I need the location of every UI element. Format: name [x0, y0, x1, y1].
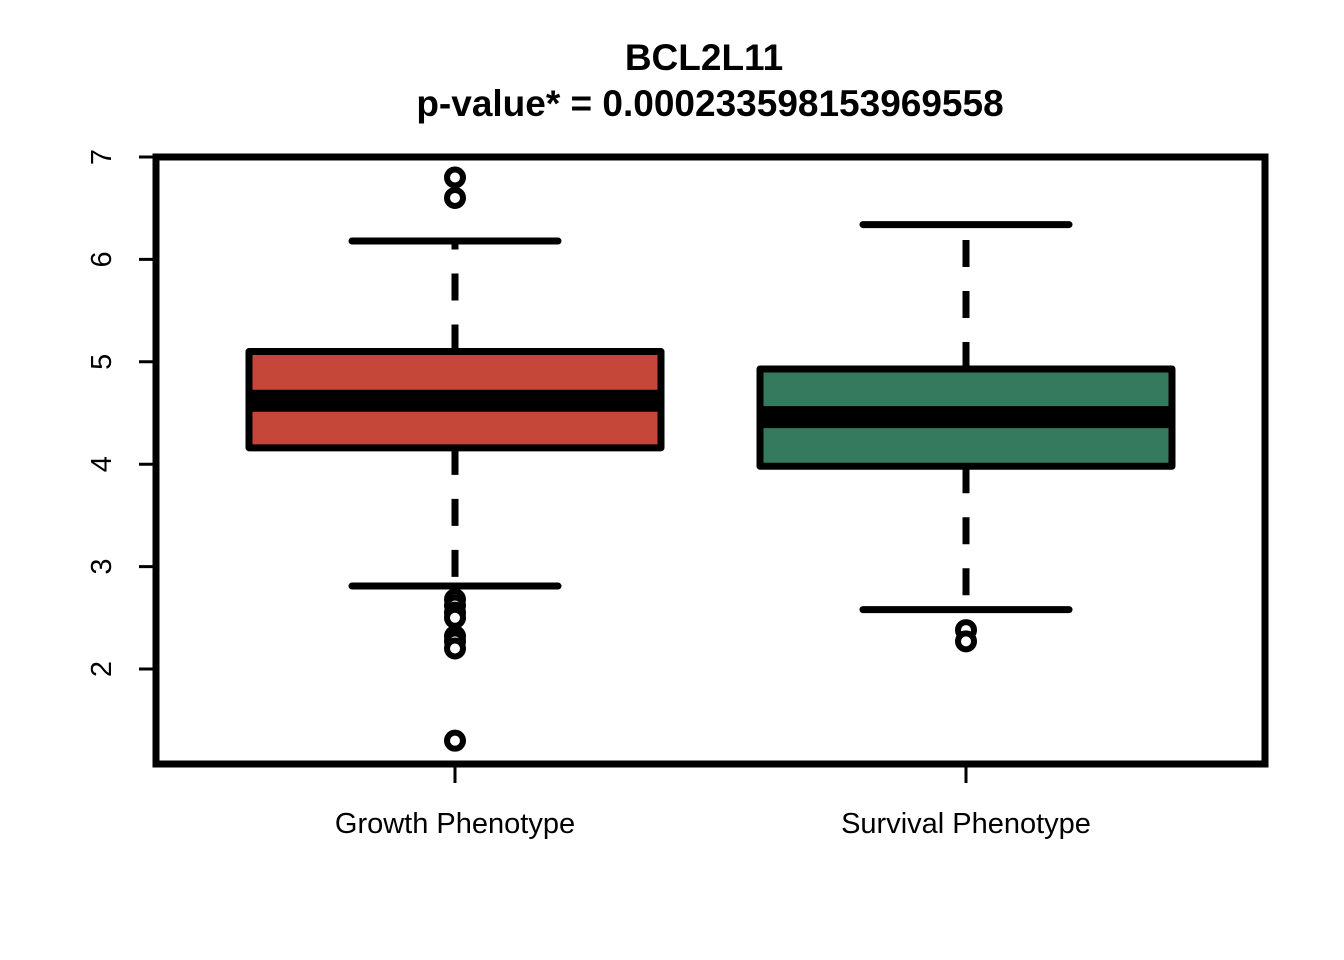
- y-tick-label-4: 4: [86, 456, 118, 472]
- plot-area: [245, 166, 1176, 752]
- y-tick-label-3: 3: [86, 559, 118, 575]
- y-tick-label-6: 6: [86, 251, 118, 267]
- x-category-label-0: Growth Phenotype: [335, 808, 575, 840]
- outlier-point-0-9: [444, 729, 466, 752]
- y-tick-label-2: 2: [86, 661, 118, 677]
- outlier-point-0-1: [444, 186, 466, 209]
- chart-subtitle: p-value* = 0.000233598153969558: [416, 83, 1003, 124]
- y-tick-label-5: 5: [86, 354, 118, 370]
- plot-frame: [152, 153, 1269, 768]
- chart-title: BCL2L11: [625, 37, 783, 78]
- box-group-0: [245, 166, 665, 752]
- y-tick-label-7: 7: [86, 149, 118, 165]
- outlier-point-0-5: [444, 606, 466, 629]
- outlier-point-0-8: [444, 637, 466, 660]
- outlier-point-0-0: [444, 166, 466, 189]
- box-group-1: [756, 221, 1176, 653]
- x-category-label-1: Survival Phenotype: [841, 808, 1091, 840]
- outlier-point-1-1: [955, 630, 977, 653]
